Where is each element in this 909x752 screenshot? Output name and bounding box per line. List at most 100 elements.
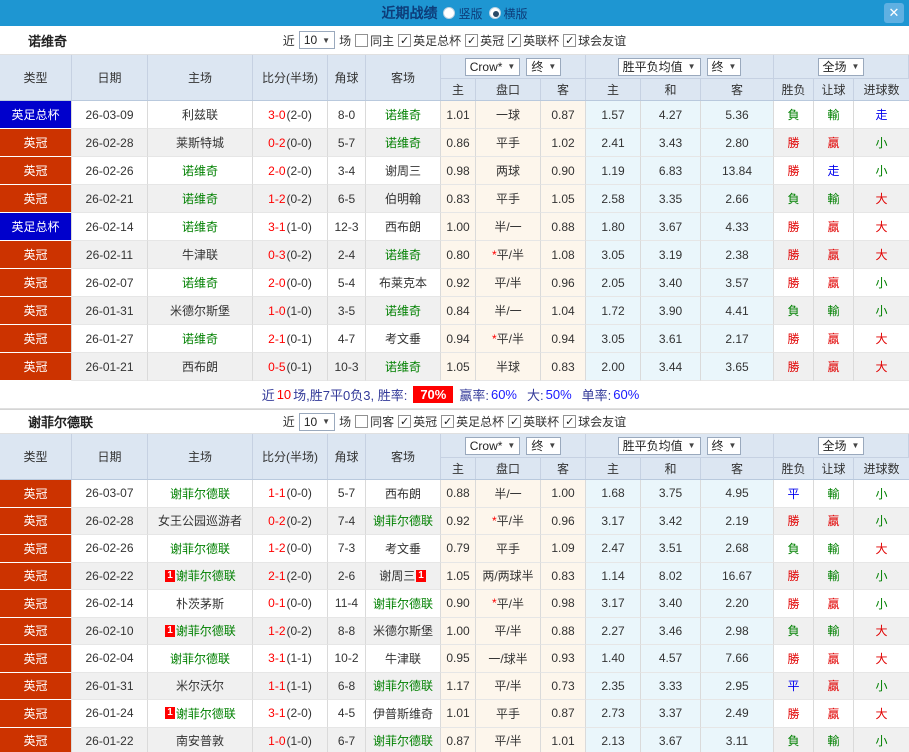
matches-label: 场 <box>339 33 352 48</box>
result-group-header: 全场 ▼ <box>774 55 909 78</box>
match-row: 英冠 26-02-11 牛津联 0-3 (0-2) 2-4 诺维奇 0.80 * 平/半 1.08 3… <box>0 241 909 269</box>
team-cell: 诺维奇 <box>148 185 253 213</box>
mean-type-select[interactable]: 胜平负均值 ▼ <box>617 57 701 76</box>
focus-team-name: 谢菲尔德联 <box>169 651 230 666</box>
result-cell: 勝 <box>774 325 814 353</box>
handicap-result-cell: 輸 <box>814 297 854 325</box>
league-checkbox-1[interactable]: ✓ 英足总杯 <box>441 413 504 430</box>
handicap-cell: 两/两球半 <box>476 562 541 590</box>
home-odds-cell: 1.00 <box>441 213 476 241</box>
match-table-body: 英冠 26-03-07 谢菲尔德联 1-1 (0-0) 5-7 西布朗 0.88 半/一 1.00… <box>0 480 909 752</box>
column-header-4: 比分(半场) <box>253 434 328 479</box>
handicap-label: 两/两球半 <box>482 569 534 584</box>
match-row: 英冠 26-01-31 米德尔斯堡 1-0 (1-0) 3-5 诺维奇 0.84 半/一 1.04… <box>0 297 909 325</box>
mean-home-cell: 3.17 <box>586 507 641 535</box>
opponent-team-name: 考文垂 <box>384 541 421 556</box>
team-cell: 朴茨茅斯 <box>148 590 253 618</box>
mean-home-cell: 1.19 <box>586 157 641 185</box>
league-checkbox-2[interactable]: ✓ 英联杯 <box>508 32 559 49</box>
mean-draw-cell: 6.83 <box>641 157 701 185</box>
goals-result-cell: 小 <box>854 480 909 508</box>
league-checkbox-0[interactable]: ✓ 英足总杯 <box>398 32 461 49</box>
halftime-score: (1-0) <box>286 303 312 318</box>
team-cell: 谢菲尔德联 <box>366 507 441 535</box>
league-badge: 英冠 <box>0 590 72 618</box>
halftime-score: (0-2) <box>286 513 312 528</box>
scope-select-value: 全场 <box>822 60 847 74</box>
page-title: 近期战绩 <box>381 5 438 21</box>
mean-home-cell: 2.58 <box>586 185 641 213</box>
away-odds-cell: 0.96 <box>541 507 586 535</box>
mean-away-cell: 16.67 <box>701 562 774 590</box>
match-count-select[interactable]: 10 ▼ <box>298 412 336 431</box>
scope-select[interactable]: 全场 ▼ <box>817 436 865 455</box>
handicap-cell: 一球 <box>476 101 541 129</box>
layout-radio-vertical[interactable]: 竖版 <box>443 5 483 22</box>
handicap-result-cell: 走 <box>814 157 854 185</box>
handicap-result-cell: 輸 <box>814 617 854 645</box>
mean-stage-select[interactable]: 终 ▼ <box>706 57 742 76</box>
league-badge: 英足总杯 <box>0 213 72 241</box>
league-checkbox-3[interactable]: ✓ 球会友谊 <box>563 32 626 49</box>
radio-icon[interactable] <box>443 7 456 19</box>
mean-stage-select[interactable]: 终 ▼ <box>706 436 742 455</box>
goals-result-cell: 小 <box>854 297 909 325</box>
match-row: 英冠 26-02-21 诺维奇 1-2 (0-2) 6-5 伯明翰 0.83 平手 1.05 2.5… <box>0 185 909 213</box>
score-cell: 0-1 (0-0) <box>253 590 328 618</box>
league-badge: 英冠 <box>0 241 72 269</box>
mean-home-cell: 1.57 <box>586 101 641 129</box>
away-odds-cell: 0.90 <box>541 157 586 185</box>
scope-select[interactable]: 全场 ▼ <box>817 57 865 76</box>
odds-company-select[interactable]: Crow* ▼ <box>464 57 521 76</box>
radio-checked-icon[interactable] <box>488 7 501 19</box>
handicap-cell: 平手 <box>476 129 541 157</box>
close-icon[interactable]: ✕ <box>884 3 904 23</box>
handicap-label: 半/一 <box>494 304 522 318</box>
handicap-result-cell: 贏 <box>814 325 854 353</box>
sub-header-9: 客 <box>541 457 586 479</box>
red-card-badge: 1 <box>165 569 175 582</box>
score-cell: 1-2 (0-2) <box>253 617 328 645</box>
match-count-select[interactable]: 10 ▼ <box>298 31 336 49</box>
column-header-2: 日期 <box>72 55 148 100</box>
team-section: 诺维奇近 10 ▼ 场同主 ✓ 英足总杯 ✓ 英冠 ✓ 英联杯 ✓ 球会友谊 类型 日期 主场 比分(半场) 角… <box>0 26 909 409</box>
away-odds-cell: 0.94 <box>541 325 586 353</box>
league-checkbox-2[interactable]: ✓ 英联杯 <box>508 413 559 430</box>
odds-stage-select[interactable]: 终 ▼ <box>526 436 562 455</box>
handicap-result-cell: 輸 <box>814 185 854 213</box>
league-checkbox-0[interactable]: ✓ 英冠 <box>398 413 437 430</box>
mean-away-cell: 2.68 <box>701 535 774 563</box>
team-cell: 米德尔斯堡 <box>366 617 441 645</box>
home-odds-cell: 1.01 <box>441 101 476 129</box>
focus-team-name: 谢菲尔德联 <box>372 596 433 611</box>
odds-company-select-value: Crow* <box>469 438 503 453</box>
same-venue-checkbox[interactable]: 同客 <box>355 413 394 430</box>
column-header-1: 类型 <box>0 434 72 479</box>
league-checkbox-3[interactable]: ✓ 球会友谊 <box>563 413 626 430</box>
score-cell: 1-2 (0-0) <box>253 535 328 563</box>
sub-header-11: 和 <box>641 457 701 479</box>
handicap-result-cell: 贏 <box>814 700 854 728</box>
fulltime-score: 0-2 <box>268 513 286 528</box>
score-cell: 0-3 (0-2) <box>253 241 328 269</box>
odds-stage-select[interactable]: 终 ▼ <box>526 57 562 76</box>
mean-home-cell: 3.05 <box>586 241 641 269</box>
handicap-result-cell: 贏 <box>814 241 854 269</box>
league-checkbox-1[interactable]: ✓ 英冠 <box>465 32 504 49</box>
layout-radio-horizontal[interactable]: 横版 <box>488 5 528 22</box>
chevron-down-icon: ▼ <box>851 62 860 71</box>
odds-company-select[interactable]: Crow* ▼ <box>464 436 521 455</box>
home-odds-cell: 0.86 <box>441 129 476 157</box>
goals-result-cell: 大 <box>854 645 909 673</box>
date-cell: 26-02-21 <box>72 185 148 213</box>
away-odds-cell: 0.83 <box>541 353 586 381</box>
matches-label: 场 <box>339 415 352 429</box>
corner-cell: 6-7 <box>328 727 366 752</box>
same-venue-checkbox[interactable]: 同主 <box>355 32 394 49</box>
halftime-score: (0-2) <box>286 623 312 638</box>
team-cell: 南安普敦 <box>148 727 253 752</box>
mean-type-select[interactable]: 胜平负均值 ▼ <box>617 436 701 455</box>
opponent-team-name: 谢周三 <box>384 164 421 178</box>
match-row: 英冠 26-02-10 1 谢菲尔德联 1-2 (0-2) 8-8 米德尔斯堡 1.00 平/半 0… <box>0 617 909 645</box>
match-row: 英冠 26-01-31 米尔沃尔 1-1 (1-1) 6-8 谢菲尔德联 1.17 平/半 0.7… <box>0 672 909 700</box>
